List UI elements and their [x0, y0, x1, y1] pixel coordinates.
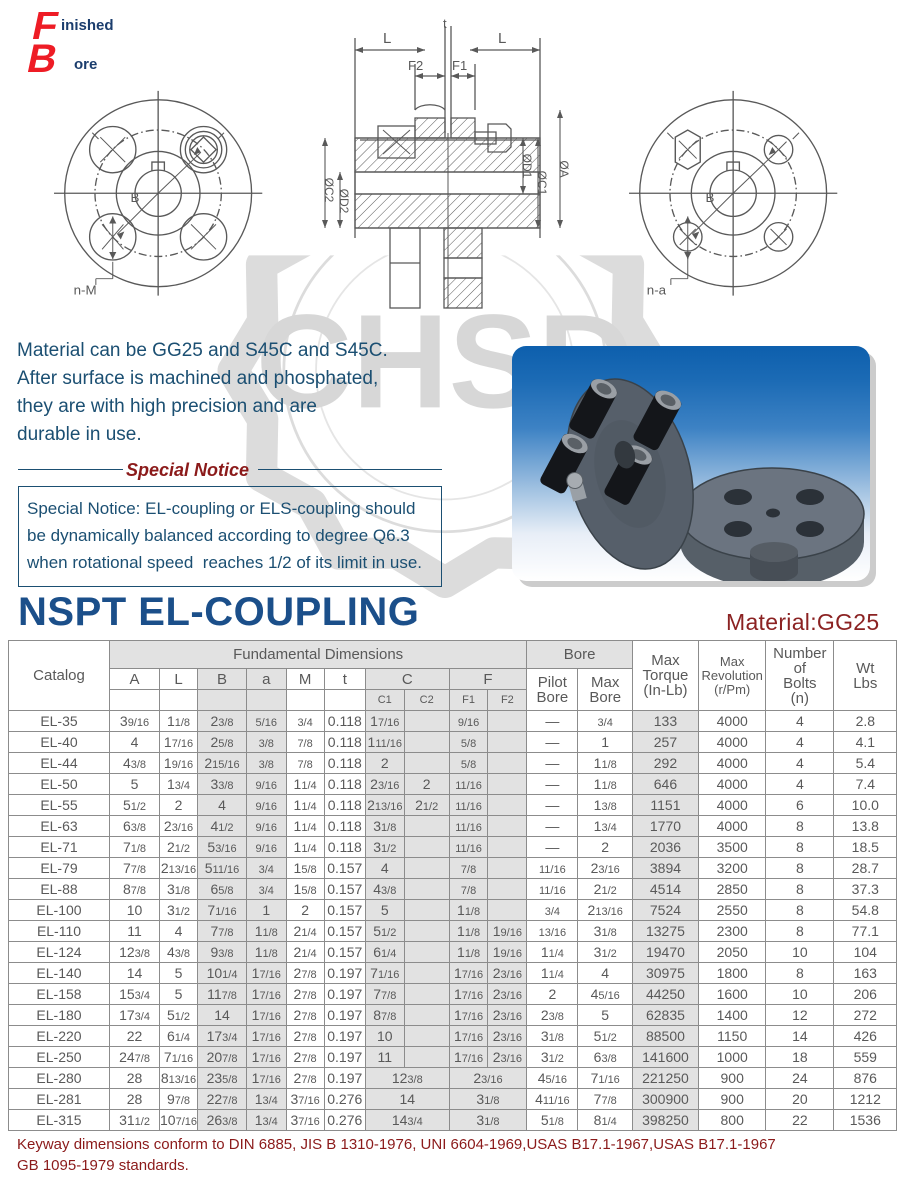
svg-text:F1: F1 — [452, 58, 467, 73]
svg-text:ØD2: ØD2 — [337, 189, 351, 214]
svg-text:L: L — [498, 30, 506, 47]
svg-text:ØD1: ØD1 — [520, 154, 534, 179]
svg-text:n-M: n-M — [74, 283, 97, 298]
svg-text:inished: inished — [61, 17, 114, 34]
svg-text:B: B — [131, 190, 140, 205]
svg-text:ØC1: ØC1 — [535, 171, 549, 196]
svg-text:ore: ore — [74, 56, 97, 73]
svg-text:ØA: ØA — [557, 160, 571, 177]
svg-text:L: L — [383, 30, 391, 47]
svg-text:ØC2: ØC2 — [322, 178, 336, 203]
svg-text:B: B — [28, 35, 62, 74]
svg-text:F2: F2 — [408, 58, 423, 73]
svg-text:t: t — [443, 18, 447, 31]
svg-text:n-a: n-a — [647, 283, 667, 298]
svg-text:B: B — [706, 190, 715, 205]
